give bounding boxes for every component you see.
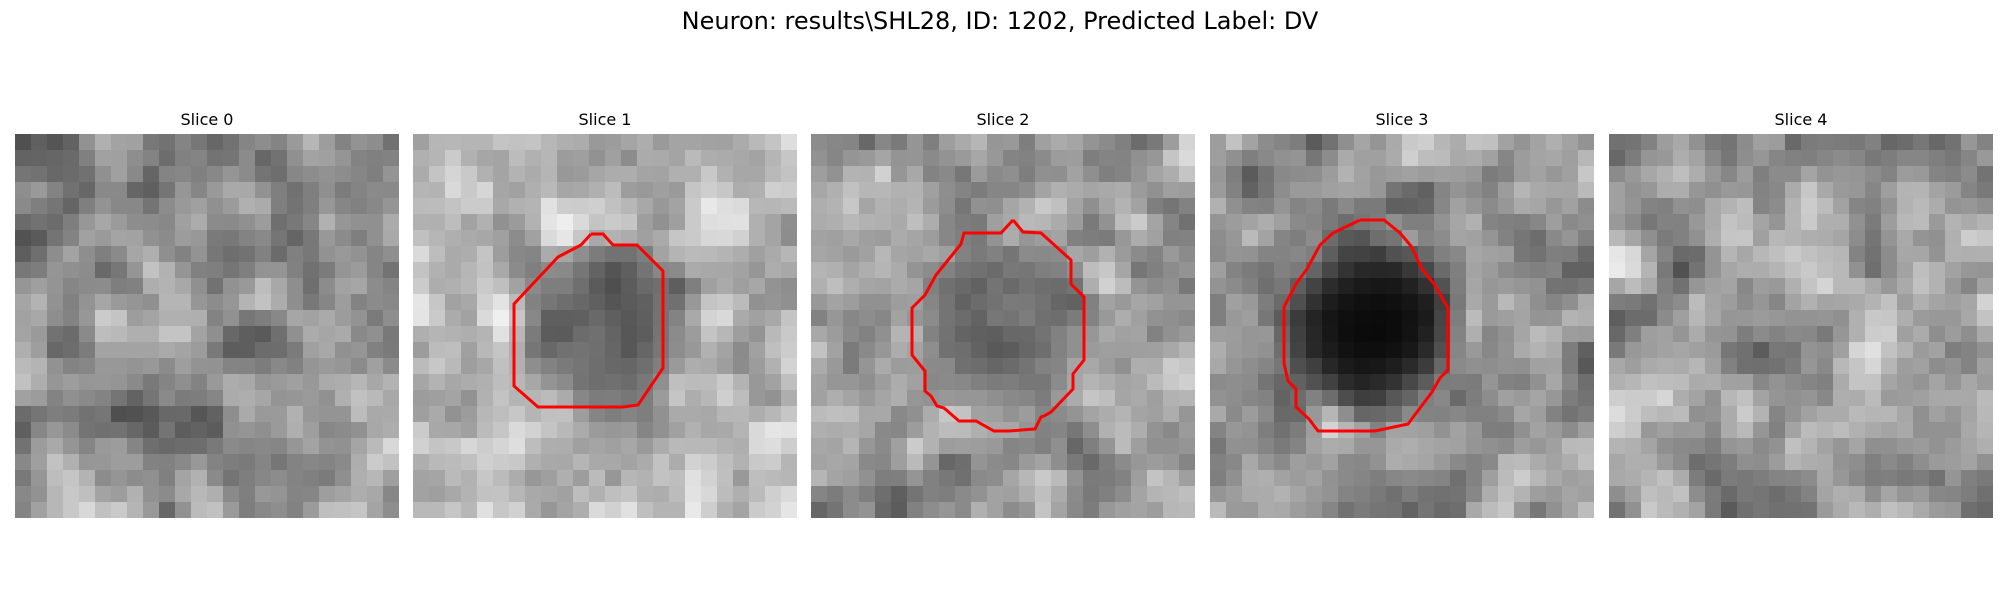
- panel-title-slice-4: Slice 4: [1774, 110, 1828, 129]
- neuron-contour: [910, 218, 1086, 433]
- slice-panel-3: [1210, 134, 1594, 518]
- panel-title-slice-0: Slice 0: [180, 110, 234, 129]
- slice-image-2: [811, 134, 1195, 518]
- figure-title: Neuron: results\SHL28, ID: 1202, Predict…: [681, 7, 1319, 35]
- slice-image-1: [413, 134, 797, 518]
- slice-panel-1: [413, 134, 797, 518]
- contour-overlay-3: [1282, 218, 1450, 433]
- slice-panel-0: [15, 134, 399, 518]
- slice-image-3: [1210, 134, 1594, 518]
- panel-title-slice-2: Slice 2: [976, 110, 1030, 129]
- slice-panel-2: [811, 134, 1195, 518]
- neuron-contour: [512, 232, 665, 409]
- slice-image-0: [15, 134, 399, 518]
- slice-image-4: [1609, 134, 1993, 518]
- contour-overlay-2: [910, 218, 1086, 433]
- contour-overlay-1: [512, 232, 665, 409]
- panel-title-slice-1: Slice 1: [578, 110, 632, 129]
- slice-panel-4: [1609, 134, 1993, 518]
- neuron-contour: [1282, 218, 1450, 433]
- panel-title-slice-3: Slice 3: [1375, 110, 1429, 129]
